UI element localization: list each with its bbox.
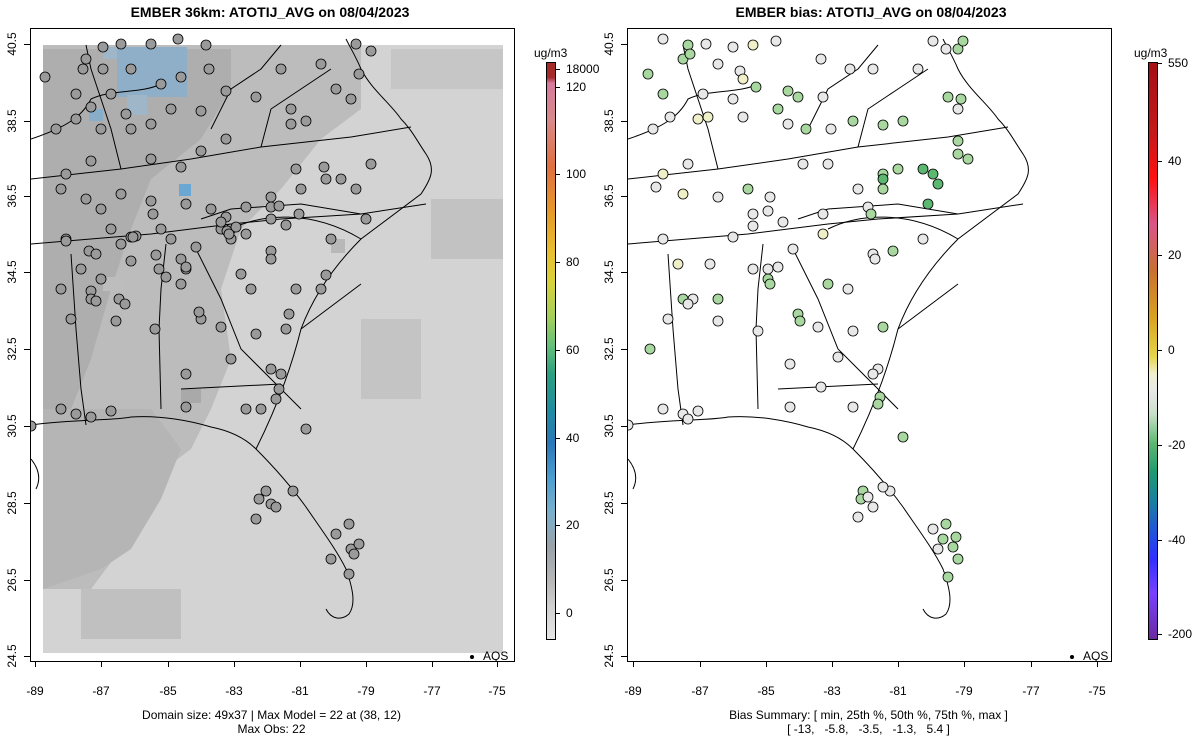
model-field-gulf [43, 409, 181, 589]
bias-summary-values: [ -13, -5.8, -3.5, -1.3, 5.4 ] [787, 722, 950, 736]
left-map-title: EMBER 36km: ATOTIJ_AVG on 08/04/2023 [130, 4, 410, 20]
x-tick-label: -81 [291, 684, 309, 698]
y-tick-label: 40.5 [5, 32, 19, 56]
x-tick-label: -79 [357, 684, 375, 698]
colorbar-label: 40 [566, 431, 580, 445]
model-field-dark [43, 49, 231, 409]
max-obs-text: Max Obs: 22 [237, 722, 306, 736]
y-tick-label: 36.5 [602, 184, 616, 208]
left-legend-aqs: AQS [483, 649, 509, 662]
x-tick-label: -85 [757, 684, 775, 698]
colorbar-label: 20 [1168, 248, 1182, 262]
y-tick-label: 26.5 [5, 568, 19, 592]
colorbar-label: 0 [566, 606, 573, 620]
x-tick-label: -87 [691, 684, 709, 698]
model-high-cell [179, 184, 191, 196]
x-tick-label: -83 [225, 684, 243, 698]
y-tick-label: 26.5 [602, 568, 616, 592]
right-legend-aqs: AQS [1083, 649, 1109, 662]
bias-observation-dots [628, 33, 974, 583]
colorbar-label: 0 [1168, 343, 1175, 357]
x-tick-label: -89 [624, 684, 642, 698]
x-tick-label: -85 [159, 684, 177, 698]
colorbar-label: 60 [566, 343, 580, 357]
x-tick-label: -89 [26, 684, 44, 698]
right-map-title: EMBER bias: ATOTIJ_AVG on 08/04/2023 [735, 4, 1007, 20]
right-colorbar-unit: ug/m3 [1134, 46, 1168, 60]
model-map-panel[interactable]: AQS [30, 28, 515, 662]
aqs-observation-dots [31, 33, 377, 580]
y-tick-label: 30.5 [5, 414, 19, 438]
colorbar-label: 40 [1168, 154, 1182, 168]
colorbar-label: 100 [566, 167, 587, 181]
y-tick-label: 38.5 [5, 109, 19, 133]
x-tick-label: -81 [889, 684, 907, 698]
colorbar-label: -40 [1168, 533, 1186, 547]
colorbar-label: 80 [566, 255, 580, 269]
model-colorbar [546, 62, 556, 640]
y-tick-label: 34.5 [5, 260, 19, 284]
bias-summary-header: Bias Summary: [ min, 25th %, 50th %, 75t… [729, 708, 1008, 722]
colorbar-label: -200 [1168, 627, 1193, 641]
y-tick-label: 28.5 [5, 491, 19, 515]
x-tick-label: -79 [955, 684, 973, 698]
y-tick-label: 40.5 [602, 32, 616, 56]
bias-map-panel[interactable]: AQS [627, 28, 1112, 662]
x-tick-label: -83 [823, 684, 841, 698]
y-tick-label: 38.5 [602, 109, 616, 133]
colorbar-label: 120 [566, 80, 587, 94]
y-tick-label: 30.5 [602, 414, 616, 438]
y-tick-label: 28.5 [602, 491, 616, 515]
left-domain-summary: Domain size: 49x37 | Max Model = 22 at (… [30, 708, 513, 736]
right-bias-summary: Bias Summary: [ min, 25th %, 50th %, 75t… [627, 708, 1110, 736]
x-tick-label: -77 [423, 684, 441, 698]
x-tick-label: -77 [1022, 684, 1040, 698]
y-tick-label: 36.5 [5, 184, 19, 208]
left-colorbar-unit: ug/m3 [534, 46, 568, 60]
y-tick-label: 32.5 [5, 337, 19, 361]
domain-size-text: Domain size: 49x37 | Max Model = 22 at (… [142, 708, 401, 722]
colorbar-label: 20 [566, 518, 580, 532]
x-tick-label: -75 [488, 684, 506, 698]
colorbar-label: 550 [1168, 56, 1189, 70]
x-tick-label: -87 [92, 684, 110, 698]
bias-map-canvas [628, 33, 1074, 659]
y-tick-label: 32.5 [602, 337, 616, 361]
model-map-canvas [31, 33, 503, 659]
bias-colorbar [1148, 62, 1158, 640]
x-tick-label: -75 [1088, 684, 1106, 698]
y-tick-label: 34.5 [602, 260, 616, 284]
y-tick-label: 24.5 [602, 644, 616, 668]
model-high-cell [127, 95, 147, 115]
y-tick-label: 24.5 [5, 644, 19, 668]
colorbar-label: 18000 [566, 62, 600, 76]
colorbar-label: -20 [1168, 438, 1186, 452]
